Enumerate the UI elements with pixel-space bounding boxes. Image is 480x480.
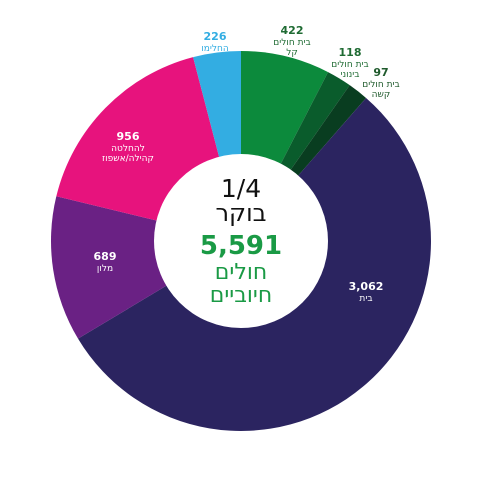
slice-category-label: בית xyxy=(359,294,372,304)
slice-value-label: 118 xyxy=(339,46,362,59)
slice-category-label: להחלטה xyxy=(111,144,145,154)
slice-category-label: בית חולים xyxy=(362,80,399,90)
center-date: 1/4 xyxy=(221,174,261,203)
slice-category-label: מלון xyxy=(97,264,113,274)
center-total-line2: חיוביים xyxy=(210,283,272,308)
slice-category-sublabel: קהילה/אשפוז xyxy=(102,154,154,164)
slice-category-label: החלימו xyxy=(201,44,229,54)
donut-hole xyxy=(154,154,328,328)
slice-value-label: 956 xyxy=(117,130,140,143)
slice-value-label: 226 xyxy=(204,30,227,43)
slice-category-sublabel: בינוני xyxy=(341,70,360,80)
slice-category-label: בית חולים xyxy=(331,60,368,70)
slice-category-sublabel: קל xyxy=(286,48,298,58)
center-total: 5,591 xyxy=(200,231,282,261)
slice-category-sublabel: קשה xyxy=(372,90,391,100)
center-total-line1: חולים xyxy=(215,260,267,285)
slice-value-label: 689 xyxy=(94,250,117,263)
slice-value-label: 97 xyxy=(373,66,388,79)
slice-value-label: 422 xyxy=(281,24,304,37)
slice-value-label: 3,062 xyxy=(349,280,384,293)
center-period: בוקר xyxy=(216,199,267,227)
slice-category-label: בית חולים xyxy=(273,38,310,48)
